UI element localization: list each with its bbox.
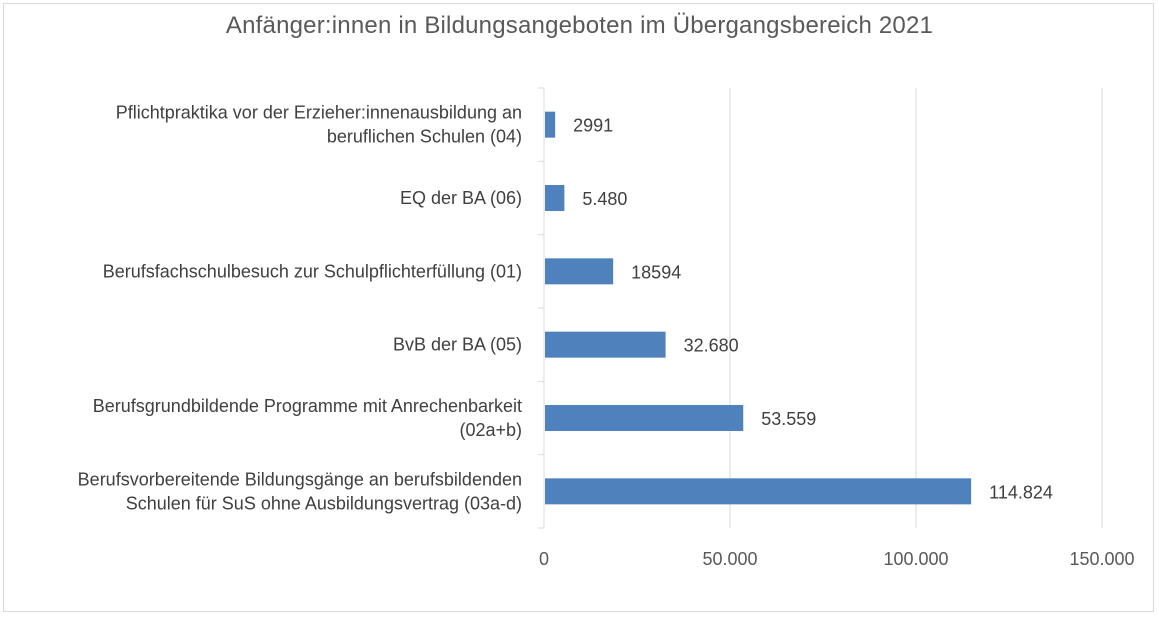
category-label-0: Pflichtpraktika vor der Erzieher:innenau… <box>116 103 522 147</box>
data-label-5: 114.824 <box>989 482 1053 502</box>
category-label-2: Berufsfachschulbesuch zur Schulpflichter… <box>103 261 522 281</box>
chart-frame <box>3 3 1154 612</box>
bar-2 <box>545 258 614 285</box>
data-label-0: 2991 <box>573 116 613 136</box>
bar-3 <box>545 331 666 358</box>
x-tick-label-2: 100.000 <box>883 549 948 569</box>
chart-title: Anfänger:innen in Bildungsangeboten im Ü… <box>225 12 934 39</box>
category-label-3: BvB der BA (05) <box>393 335 522 355</box>
data-label-4: 53.559 <box>761 409 816 429</box>
data-label-3: 32.680 <box>684 336 739 356</box>
x-tick-label-1: 50.000 <box>702 549 757 569</box>
category-label-line: (02a+b) <box>459 420 522 440</box>
category-label-line: Berufsgrundbildende Programme mit Anrech… <box>93 396 522 416</box>
data-label-1: 5.480 <box>582 189 627 209</box>
bar-5 <box>545 478 972 505</box>
category-label-line: BvB der BA (05) <box>393 335 522 355</box>
category-label-1: EQ der BA (06) <box>400 188 522 208</box>
data-label-2: 18594 <box>631 262 681 282</box>
bar-0 <box>545 111 556 138</box>
category-label-line: Berufsfachschulbesuch zur Schulpflichter… <box>103 261 522 281</box>
bar-1 <box>545 185 565 211</box>
category-label-line: Berufsvorbereitende Bildungsgänge an ber… <box>78 469 522 489</box>
category-label-line: EQ der BA (06) <box>400 188 522 208</box>
category-label-line: beruflichen Schulen (04) <box>327 127 522 147</box>
category-label-5: Berufsvorbereitende Bildungsgänge an ber… <box>78 469 522 513</box>
category-label-line: Pflichtpraktika vor der Erzieher:innenau… <box>116 103 522 123</box>
category-label-4: Berufsgrundbildende Programme mit Anrech… <box>93 396 522 440</box>
category-label-line: Schulen für SuS ohne Ausbildungsvertrag … <box>126 493 522 513</box>
x-tick-label-0: 0 <box>539 549 549 569</box>
x-tick-label-3: 150.000 <box>1069 549 1134 569</box>
bar-4 <box>545 405 744 431</box>
